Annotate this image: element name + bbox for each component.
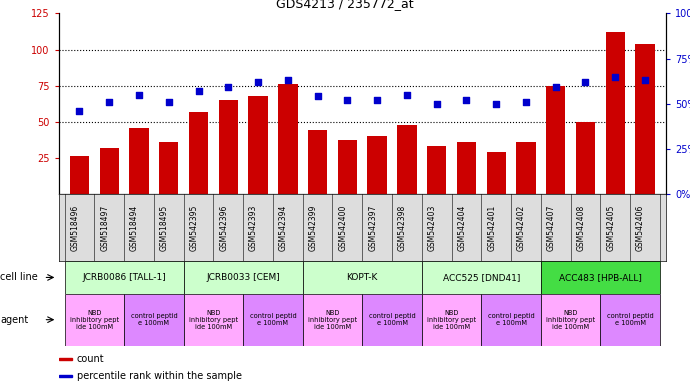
Point bbox=[253, 79, 264, 85]
Text: GSM542407: GSM542407 bbox=[546, 204, 555, 251]
Text: JCRB0086 [TALL-1]: JCRB0086 [TALL-1] bbox=[82, 273, 166, 282]
Bar bbox=[337, 141, 357, 194]
Point bbox=[640, 77, 651, 83]
Text: GSM542398: GSM542398 bbox=[398, 204, 407, 251]
Text: control peptid
e 100mM: control peptid e 100mM bbox=[368, 313, 415, 326]
Point bbox=[610, 74, 621, 80]
Point bbox=[342, 97, 353, 103]
Text: cell line: cell line bbox=[0, 272, 38, 283]
Text: percentile rank within the sample: percentile rank within the sample bbox=[77, 371, 242, 381]
Text: GSM518495: GSM518495 bbox=[160, 204, 169, 251]
Bar bbox=[70, 156, 89, 194]
Point bbox=[312, 93, 323, 99]
Text: ACC525 [DND41]: ACC525 [DND41] bbox=[442, 273, 520, 282]
Bar bbox=[486, 152, 506, 194]
Text: NBD
inhibitory pept
ide 100mM: NBD inhibitory pept ide 100mM bbox=[427, 310, 476, 330]
Text: NBD
inhibitory pept
ide 100mM: NBD inhibitory pept ide 100mM bbox=[70, 310, 119, 330]
Text: control peptid
e 100mM: control peptid e 100mM bbox=[488, 313, 535, 326]
Text: control peptid
e 100mM: control peptid e 100mM bbox=[130, 313, 177, 326]
Bar bbox=[59, 358, 72, 360]
Point bbox=[223, 84, 234, 91]
FancyBboxPatch shape bbox=[124, 294, 184, 346]
Text: GSM542404: GSM542404 bbox=[457, 204, 466, 251]
Text: GSM542402: GSM542402 bbox=[517, 204, 526, 251]
Text: GSM542400: GSM542400 bbox=[338, 204, 347, 251]
Point bbox=[282, 77, 293, 83]
Text: GSM518494: GSM518494 bbox=[130, 204, 139, 251]
Text: GSM542405: GSM542405 bbox=[607, 204, 615, 251]
Bar bbox=[59, 375, 72, 377]
Point bbox=[372, 97, 383, 103]
Point bbox=[104, 99, 115, 105]
Text: GSM518496: GSM518496 bbox=[70, 204, 79, 251]
Bar bbox=[427, 146, 446, 194]
FancyBboxPatch shape bbox=[303, 261, 422, 294]
Bar bbox=[546, 86, 565, 194]
Point bbox=[431, 101, 442, 107]
Text: GSM542403: GSM542403 bbox=[428, 204, 437, 251]
Text: GDS4213 / 235772_at: GDS4213 / 235772_at bbox=[276, 0, 414, 10]
Text: JCRB0033 [CEM]: JCRB0033 [CEM] bbox=[206, 273, 280, 282]
FancyBboxPatch shape bbox=[541, 261, 660, 294]
Bar bbox=[635, 44, 655, 194]
Point bbox=[164, 99, 175, 105]
Point bbox=[193, 88, 204, 94]
Bar bbox=[368, 136, 387, 194]
FancyBboxPatch shape bbox=[303, 294, 362, 346]
FancyBboxPatch shape bbox=[362, 294, 422, 346]
Text: count: count bbox=[77, 354, 104, 364]
Text: GSM542394: GSM542394 bbox=[279, 204, 288, 251]
Point bbox=[74, 108, 85, 114]
Point bbox=[461, 97, 472, 103]
Bar bbox=[606, 32, 625, 194]
Bar bbox=[248, 96, 268, 194]
Bar bbox=[219, 100, 238, 194]
Text: NBD
inhibitory pept
ide 100mM: NBD inhibitory pept ide 100mM bbox=[546, 310, 595, 330]
Text: GSM518497: GSM518497 bbox=[100, 204, 109, 251]
Text: control peptid
e 100mM: control peptid e 100mM bbox=[607, 313, 653, 326]
Bar bbox=[129, 127, 148, 194]
Bar bbox=[457, 142, 476, 194]
Bar bbox=[99, 148, 119, 194]
Text: GSM542406: GSM542406 bbox=[636, 204, 645, 251]
FancyBboxPatch shape bbox=[184, 294, 243, 346]
Point bbox=[580, 79, 591, 85]
Bar bbox=[576, 122, 595, 194]
Bar bbox=[516, 142, 535, 194]
FancyBboxPatch shape bbox=[482, 294, 541, 346]
Point bbox=[520, 99, 531, 105]
Text: agent: agent bbox=[0, 314, 28, 325]
FancyBboxPatch shape bbox=[541, 294, 600, 346]
FancyBboxPatch shape bbox=[184, 261, 303, 294]
FancyBboxPatch shape bbox=[600, 294, 660, 346]
FancyBboxPatch shape bbox=[422, 261, 541, 294]
Text: control peptid
e 100mM: control peptid e 100mM bbox=[250, 313, 296, 326]
Text: GSM542397: GSM542397 bbox=[368, 204, 377, 251]
Bar bbox=[308, 131, 327, 194]
Bar bbox=[397, 125, 417, 194]
Bar bbox=[189, 112, 208, 194]
Text: GSM542401: GSM542401 bbox=[487, 204, 496, 251]
Text: ACC483 [HPB-ALL]: ACC483 [HPB-ALL] bbox=[559, 273, 642, 282]
Point bbox=[133, 92, 144, 98]
Bar bbox=[278, 84, 297, 194]
Text: GSM542395: GSM542395 bbox=[190, 204, 199, 251]
Text: NBD
inhibitory pept
ide 100mM: NBD inhibitory pept ide 100mM bbox=[308, 310, 357, 330]
FancyBboxPatch shape bbox=[422, 294, 482, 346]
Text: GSM542399: GSM542399 bbox=[308, 204, 317, 251]
Text: NBD
inhibitory pept
ide 100mM: NBD inhibitory pept ide 100mM bbox=[189, 310, 238, 330]
Text: GSM542408: GSM542408 bbox=[576, 204, 586, 251]
FancyBboxPatch shape bbox=[65, 294, 124, 346]
Text: GSM542396: GSM542396 bbox=[219, 204, 228, 251]
Point bbox=[402, 92, 413, 98]
Bar bbox=[159, 142, 179, 194]
Point bbox=[550, 84, 561, 91]
FancyBboxPatch shape bbox=[243, 294, 303, 346]
Point bbox=[491, 101, 502, 107]
FancyBboxPatch shape bbox=[65, 261, 184, 294]
Text: GSM542393: GSM542393 bbox=[249, 204, 258, 251]
Text: KOPT-K: KOPT-K bbox=[346, 273, 378, 282]
